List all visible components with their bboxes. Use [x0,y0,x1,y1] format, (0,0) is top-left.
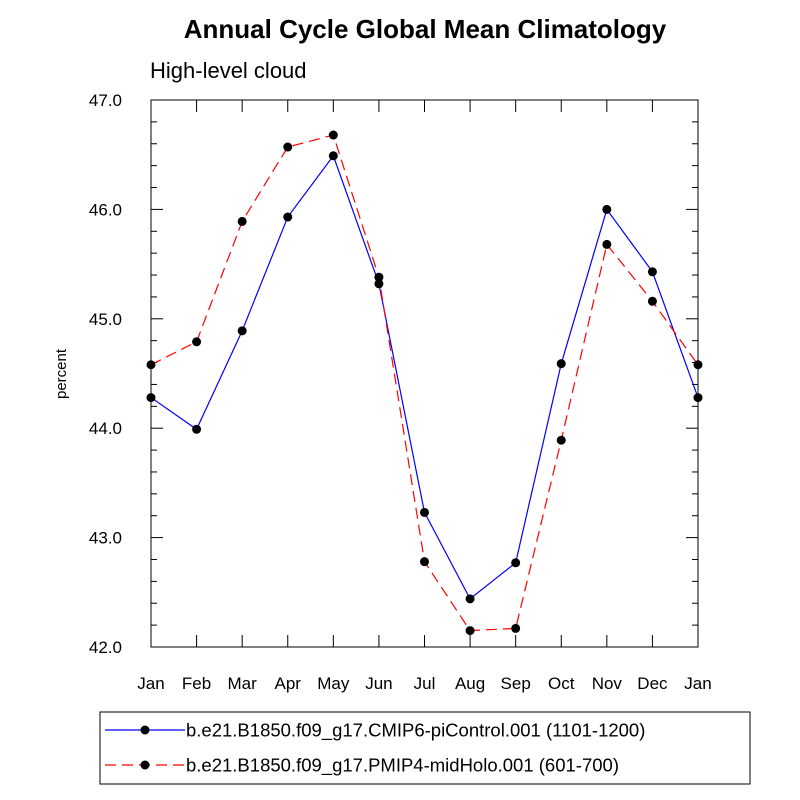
legend-box [99,711,751,785]
series-1-point [511,558,521,568]
series-1-point [192,424,202,434]
x-tick-label: Oct [548,674,575,693]
x-tick-label: Dec [637,674,668,693]
series-1-point [465,594,475,604]
series-2-point [511,623,521,633]
y-tick-label: 42.0 [89,638,122,657]
legend-label-2: b.e21.B1850.f09_g17.PMIP4-midHolo.001 (6… [186,755,619,777]
y-tick-label: 44.0 [89,419,122,438]
series-1-point [556,359,566,369]
y-axis-label: percent [53,348,70,399]
y-tick-label: 45.0 [89,310,122,329]
series-1-line [150,154,699,600]
x-tick-label: Aug [455,674,485,693]
series-2-line [150,134,699,632]
series-2-point [420,557,429,567]
x-tick-label: Feb [182,674,211,693]
legend-marker-2 [140,760,150,770]
series-2-point [374,272,384,282]
series-2-point [693,360,703,370]
legend-label-1: b.e21.B1850.f09_g17.CMIP6-piControl.001 … [186,720,645,742]
y-tick-label: 46.0 [89,200,122,219]
series-1-point [237,326,247,336]
chart-subtitle: High-level cloud [150,58,307,83]
series-1-point [647,267,657,277]
chart-title: Annual Cycle Global Mean Climatology [184,14,667,44]
x-tick-label: Jan [684,674,711,693]
series-2-point [602,239,612,249]
x-tick-label: Sep [501,674,531,693]
series-2-point [647,296,657,306]
legend: b.e21.B1850.f09_g17.CMIP6-piControl.001 … [105,720,645,777]
x-tick-label: Jun [365,674,392,693]
series-2-point [237,216,247,226]
y-tick-label: 47.0 [89,91,122,110]
series-1-point [146,393,156,403]
series-1-point [328,151,338,161]
series-1-point [693,393,703,403]
series-1-point [420,507,429,517]
x-tick-label: May [317,674,350,693]
x-tick-label: Mar [228,674,258,693]
legend-marker-1 [140,725,150,735]
series-layer [146,130,703,636]
x-tick-label: Jan [137,674,164,693]
series-1-point [283,212,293,222]
axes: Jan Feb Mar Apr May Jun Jul Aug Sep Oct Nov Dec Jan 4… [89,91,712,693]
series-1-point [602,204,612,214]
series-2-point [556,435,566,445]
x-tick-label: Jul [414,674,436,693]
series-2-point [328,130,338,140]
x-tick-label: Nov [592,674,623,693]
series-2-point [192,337,202,347]
x-tick-label: Apr [275,674,302,693]
series-2-point [465,626,475,636]
series-2-point [146,360,156,370]
series-1-point [374,279,384,289]
series-2-point [283,142,293,152]
y-tick-label: 43.0 [89,529,122,548]
